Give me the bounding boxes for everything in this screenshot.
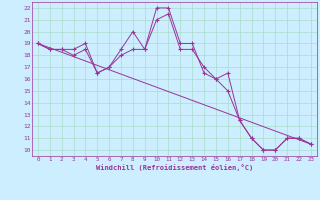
X-axis label: Windchill (Refroidissement éolien,°C): Windchill (Refroidissement éolien,°C) <box>96 164 253 171</box>
